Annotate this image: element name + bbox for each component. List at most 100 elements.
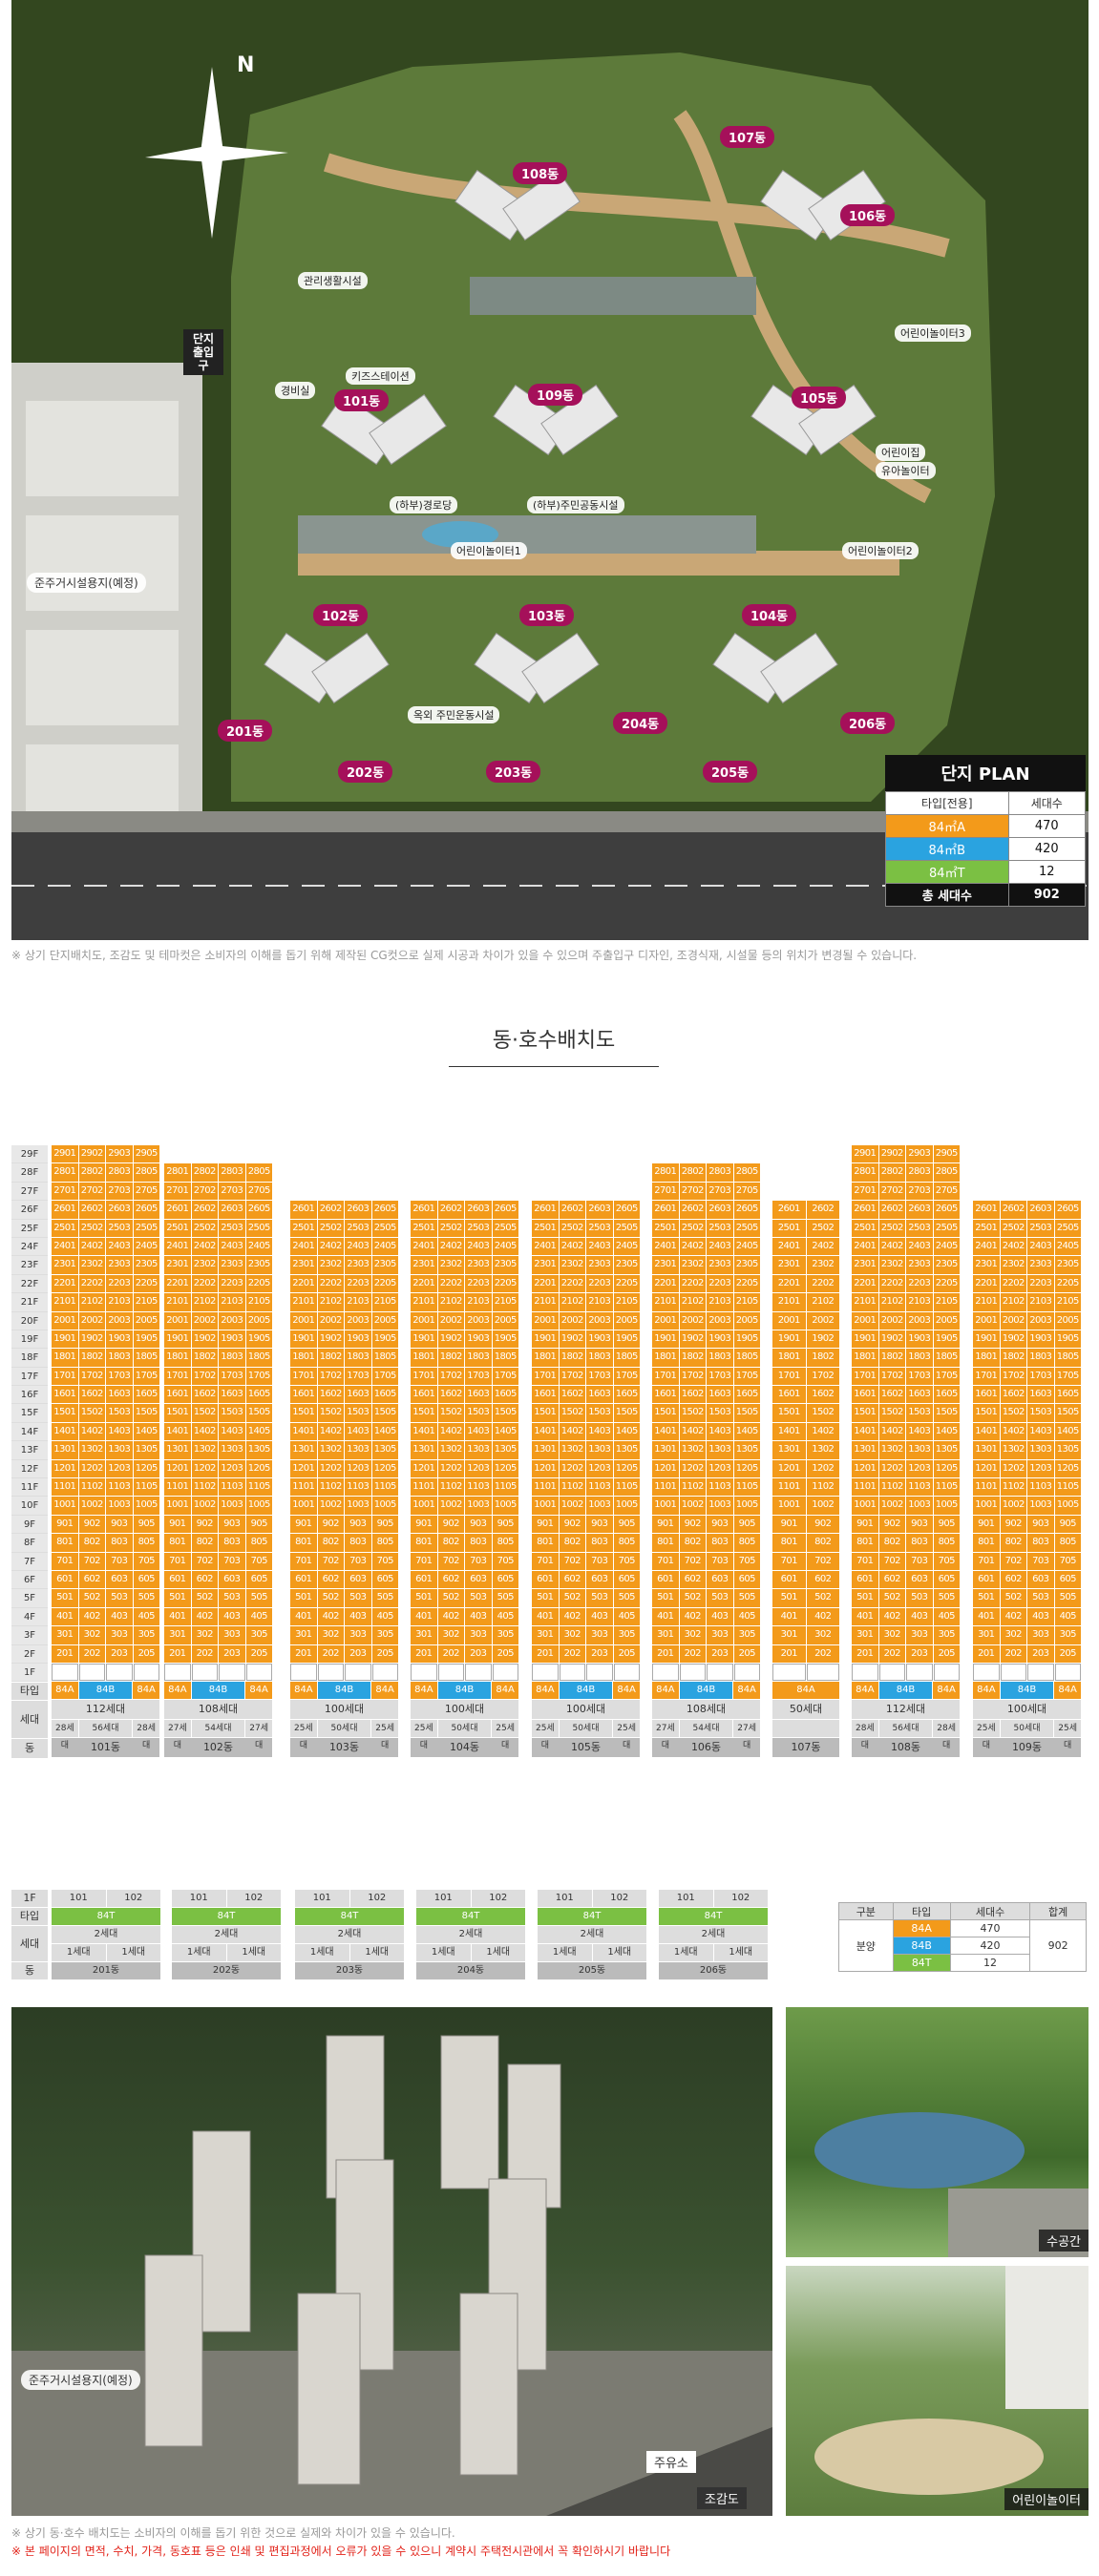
unit-cell: 1303 — [707, 1441, 733, 1459]
pond-photo: 수공간 — [786, 2007, 1088, 2257]
unit-cell: 1101 — [652, 1478, 679, 1497]
unit-cell: 403 — [345, 1607, 371, 1626]
unit-cell: 2701 — [652, 1182, 679, 1201]
unit-cell: 2201 — [973, 1274, 1000, 1293]
unit-cell: 1501 — [973, 1404, 1000, 1422]
unit-cell: 2805 — [245, 1163, 272, 1182]
household-split: 25세대 — [613, 1720, 640, 1750]
unit-cell: 203 — [906, 1644, 933, 1663]
label-206: 206동 — [840, 712, 896, 734]
unit-cell: 2103 — [1027, 1293, 1054, 1311]
unit-cell: 1202 — [437, 1459, 464, 1478]
unit-cell: 605 — [492, 1571, 518, 1589]
unit-cell: 2502 — [78, 1219, 105, 1237]
unit-cell: 1601 — [411, 1386, 437, 1404]
unit-cell: 702 — [317, 1552, 344, 1570]
unit-cell: 1702 — [317, 1367, 344, 1386]
unit-cell: 1901 — [532, 1330, 559, 1349]
unit-cell: 2005 — [245, 1311, 272, 1330]
unit-cell: 1903 — [586, 1330, 613, 1349]
legend-count-t: 12 — [1007, 860, 1087, 884]
floor-label: 3F — [11, 1626, 48, 1645]
unit-cell: 1001 — [973, 1497, 1000, 1515]
unit-cell: 701 — [411, 1552, 437, 1570]
unit-cell: 905 — [733, 1515, 760, 1534]
unit-cell: 1701 — [652, 1367, 679, 1386]
unit-cell: 805 — [133, 1534, 159, 1552]
unit-cell: 301 — [411, 1626, 437, 1644]
unit-cell: 2703 — [219, 1182, 245, 1201]
unit-cell: 2005 — [1054, 1311, 1081, 1330]
unit-cell: 2305 — [371, 1256, 398, 1274]
household-split: 27세대 — [733, 1720, 760, 1750]
unit-cell: 602 — [679, 1570, 706, 1589]
unit-cell: 803 — [707, 1534, 733, 1552]
unit-cell: 802 — [679, 1534, 706, 1552]
unit-cell: 203 — [106, 1644, 133, 1663]
unit-cell: 2501 — [411, 1219, 437, 1237]
unit-cell: 701 — [852, 1552, 878, 1570]
unit-cell: 1102 — [679, 1478, 706, 1497]
low-household-split: 1세대 — [713, 1944, 768, 1961]
unit-cell: 2601 — [532, 1201, 559, 1219]
unit-cell: 2402 — [437, 1237, 464, 1256]
unit-cell: 1502 — [1000, 1404, 1026, 1422]
unit-cell: 701 — [164, 1552, 191, 1570]
summary-type-b: 84B — [892, 1937, 951, 1955]
unit-cell: 502 — [317, 1589, 344, 1607]
unit-cell: 802 — [437, 1534, 464, 1552]
unit-cell: 502 — [679, 1589, 706, 1607]
north-label: N — [237, 53, 254, 77]
unit-cell: 603 — [219, 1570, 245, 1589]
unit-cell: 202 — [191, 1644, 218, 1663]
unit-cell: 2405 — [245, 1237, 272, 1256]
household-split: 50세대 — [1000, 1720, 1054, 1738]
unit-cell: 2202 — [679, 1274, 706, 1293]
unit-cell: 1303 — [586, 1441, 613, 1459]
unit-cell: 402 — [317, 1607, 344, 1626]
unit-cell: 2403 — [106, 1237, 133, 1256]
unit-cell: 1701 — [532, 1367, 559, 1386]
unit-cell: 901 — [652, 1515, 679, 1534]
unit-cell: 1803 — [465, 1349, 492, 1367]
unit-cell: 503 — [345, 1589, 371, 1607]
unit-cell: 1205 — [133, 1459, 159, 1478]
unit-cell: 1003 — [106, 1497, 133, 1515]
unit-cell: 1803 — [906, 1349, 933, 1367]
unit-cell: 2302 — [878, 1256, 905, 1274]
unit-cell: 403 — [465, 1607, 492, 1626]
unit-cell: 2903 — [906, 1145, 933, 1163]
unit-cell: 2601 — [52, 1201, 78, 1219]
building-101동: 2901 2902 2903 2905 2801 2802 2803 2805 2701 2702… — [52, 1145, 159, 1758]
unit-cell: 903 — [106, 1515, 133, 1534]
low-row-type: 타입 — [11, 1908, 48, 1925]
unit-cell: 1503 — [345, 1404, 371, 1422]
floor-label: 4F — [11, 1607, 48, 1627]
low-household-split: 1세대 — [471, 1944, 525, 1961]
label-201: 201동 — [218, 720, 273, 742]
low-unit-cell: 102 — [106, 1890, 160, 1907]
unit-cell: 2103 — [707, 1293, 733, 1311]
unit-cell: 1601 — [532, 1386, 559, 1404]
low-type-cell: 84T — [295, 1908, 404, 1925]
unit-cell: 1103 — [707, 1478, 733, 1497]
unit-cell: 2002 — [191, 1311, 218, 1330]
unit-cell: 2203 — [345, 1274, 371, 1293]
floor-label: 6F — [11, 1570, 48, 1590]
unit-cell: 2701 — [164, 1182, 191, 1201]
unit-cell: 905 — [371, 1515, 398, 1534]
unit-cell: 1805 — [733, 1349, 760, 1367]
unit-cell: 2001 — [411, 1311, 437, 1330]
unit-cell: 601 — [411, 1571, 437, 1589]
unit-cell: 1403 — [219, 1422, 245, 1441]
unit-cell: 303 — [465, 1626, 492, 1644]
unit-cell: 1202 — [806, 1459, 839, 1478]
unit-cell: 1203 — [219, 1459, 245, 1478]
floor-label: 26F — [11, 1201, 48, 1220]
unit-cell: 702 — [191, 1552, 218, 1570]
unit-cell — [52, 1663, 78, 1682]
unit-cell: 1602 — [317, 1386, 344, 1404]
unit-cell: 1102 — [1000, 1478, 1026, 1497]
dong-label: 102동 — [164, 1738, 272, 1758]
facility-playground-2: 어린이놀이터2 — [842, 542, 919, 559]
